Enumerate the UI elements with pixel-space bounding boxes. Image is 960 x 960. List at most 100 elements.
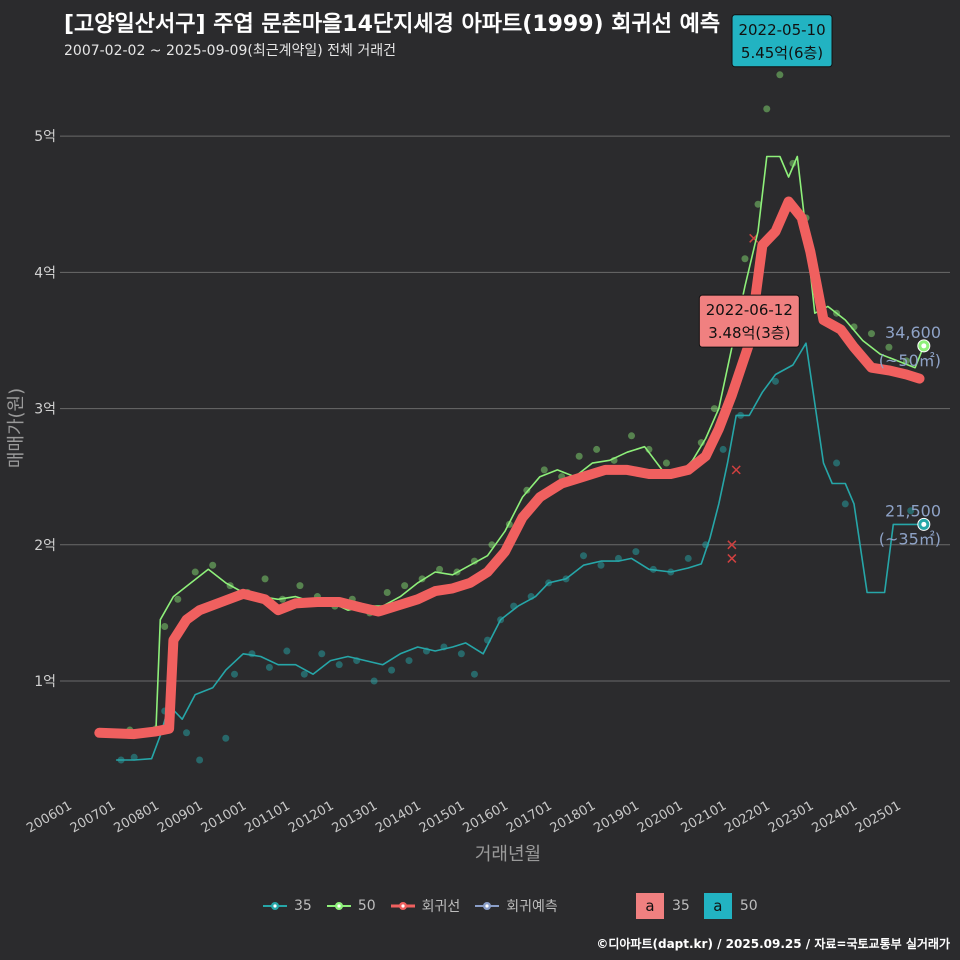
cancelled-stroke xyxy=(727,540,737,550)
chart-title: [고양일산서구] 주엽 문촌마을14단지세경 아파트(1999) 회귀선 예측 xyxy=(64,12,721,37)
scatter-point-50 xyxy=(296,582,304,590)
legend-item-35: 35 xyxy=(262,898,312,914)
legend-box-glyph: a xyxy=(703,893,732,919)
cancelled-marker xyxy=(731,465,741,475)
scatter-point-50 xyxy=(575,452,583,460)
scatter-point-35 xyxy=(370,677,378,685)
scatter-point-50 xyxy=(902,357,910,365)
x-tick-label: 201601 xyxy=(461,798,511,836)
scatter-point-50 xyxy=(401,582,409,590)
y-tick-label: 4억 xyxy=(34,265,56,281)
x-tick-label: 202001 xyxy=(635,798,685,836)
scatter-point-35 xyxy=(283,647,291,655)
scatter-point-35 xyxy=(719,445,727,453)
scatter-point-50 xyxy=(161,623,169,631)
x-tick-label: 201301 xyxy=(330,798,380,836)
scatter-point-50 xyxy=(261,575,269,583)
cancelled-stroke xyxy=(731,465,741,475)
scatter-point-50 xyxy=(209,561,217,569)
scatter-point-35 xyxy=(265,663,273,671)
series-line-50 xyxy=(115,155,925,733)
scatter-point-50 xyxy=(662,459,670,467)
x-tick-label: 201401 xyxy=(373,798,423,836)
scatter-point-35 xyxy=(300,670,308,678)
series-line-35 xyxy=(115,342,929,761)
scatter-point-35 xyxy=(457,650,465,658)
annotation-box: 2022-06-12 3.48억(3층) xyxy=(698,294,800,348)
scatter-point-35 xyxy=(196,756,204,764)
scatter-point-35 xyxy=(771,377,779,385)
annotation-date: 2022-05-10 xyxy=(738,21,825,39)
scatter-point-50 xyxy=(593,445,601,453)
scatter-point-50 xyxy=(741,255,749,263)
scatter-point-50 xyxy=(191,568,199,576)
scatter-point-35 xyxy=(318,650,326,658)
scatter-point-35 xyxy=(597,561,605,569)
scatter-point-50 xyxy=(710,405,718,413)
scatter-point-35 xyxy=(580,552,588,560)
scatter-point-50 xyxy=(867,330,875,338)
legend-label: 35 xyxy=(672,898,690,914)
legend-35-icon xyxy=(263,902,287,910)
x-axis-label: 거래년월 xyxy=(475,844,541,865)
x-tick-label: 200901 xyxy=(155,798,205,836)
x-tick-label: 200601 xyxy=(24,798,74,836)
cancelled-stroke xyxy=(727,553,737,563)
y-tick-label: 5억 xyxy=(34,129,56,145)
legend-50-icon xyxy=(326,902,351,910)
x-tick-label: 202401 xyxy=(810,798,860,836)
legend-regression-icon xyxy=(390,902,415,910)
scatter-point-35 xyxy=(907,507,915,515)
x-tick-label: 202201 xyxy=(722,798,772,836)
cancelled-marker xyxy=(727,553,737,563)
annotation-price: 5.45억(6층) xyxy=(741,44,823,62)
end-marker-dot xyxy=(921,343,927,349)
scatter-point-50 xyxy=(763,105,771,113)
legend-box-35: a 35 xyxy=(636,893,690,919)
scatter-point-50 xyxy=(754,200,762,208)
x-tick-label: 201701 xyxy=(504,798,554,836)
legend-box-50: a 50 xyxy=(703,893,758,919)
x-tick-label: 200701 xyxy=(68,798,118,836)
scatter-point-50 xyxy=(776,71,784,79)
legend-label: 회귀선 xyxy=(421,899,461,915)
x-tick-label: 201501 xyxy=(417,798,467,836)
legend-item-50: 50 xyxy=(326,898,376,914)
legend-label: 회귀예측 xyxy=(506,899,558,915)
chart-subtitle: 2007-02-02 ~ 2025-09-09(최근계약일) 전체 거래건 xyxy=(64,43,396,59)
x-tick-label: 201901 xyxy=(591,798,641,836)
cancelled-marker xyxy=(727,540,737,550)
scatter-point-35 xyxy=(388,666,396,674)
scatter-point-50 xyxy=(436,565,444,573)
x-tick-label: 201001 xyxy=(199,798,249,836)
legend-item-prediction: 회귀예측 xyxy=(474,896,558,916)
y-tick-label: 1억 xyxy=(34,674,56,690)
scatter-point-35 xyxy=(632,548,640,556)
end-label-value: 34,600 xyxy=(885,323,941,342)
legend-boxes: a 35 a 50 xyxy=(636,893,772,919)
end-label-area: (~50㎡) xyxy=(879,351,941,370)
annotation-date: 2022-06-12 xyxy=(706,301,793,319)
scatter-point-35 xyxy=(833,459,841,467)
scatter-point-35 xyxy=(470,670,478,678)
scatter-point-35 xyxy=(684,554,692,562)
x-tick-label: 201201 xyxy=(286,798,336,836)
scatter-point-35 xyxy=(335,661,343,669)
x-tick-label: 201801 xyxy=(548,798,598,836)
scatter-point-35 xyxy=(841,500,849,508)
annotation-layer: 2022-05-10 5.45억(6층) 2022-06-12 3.48억(3층) 34… xyxy=(698,14,941,548)
y-axis-label: 매매가(원) xyxy=(6,388,27,468)
annotation-price: 3.48억(3층) xyxy=(708,324,790,342)
x-tick-label: 202501 xyxy=(853,798,903,836)
scatter-point-35 xyxy=(222,734,230,742)
x-tick-label: 201101 xyxy=(242,798,292,836)
annotation-bg xyxy=(698,294,800,348)
y-tick-label: 3억 xyxy=(34,402,56,418)
legend-prediction-icon xyxy=(475,902,500,910)
scatter-point-35 xyxy=(130,753,138,761)
legend-item-regression: 회귀선 xyxy=(390,896,461,916)
scatter-point-50 xyxy=(523,486,531,494)
footer-credit: ©디아파트(dapt.kr) / 2025.09.25 / 자료=국토교통부 실… xyxy=(596,937,950,951)
line-layer xyxy=(94,155,929,761)
